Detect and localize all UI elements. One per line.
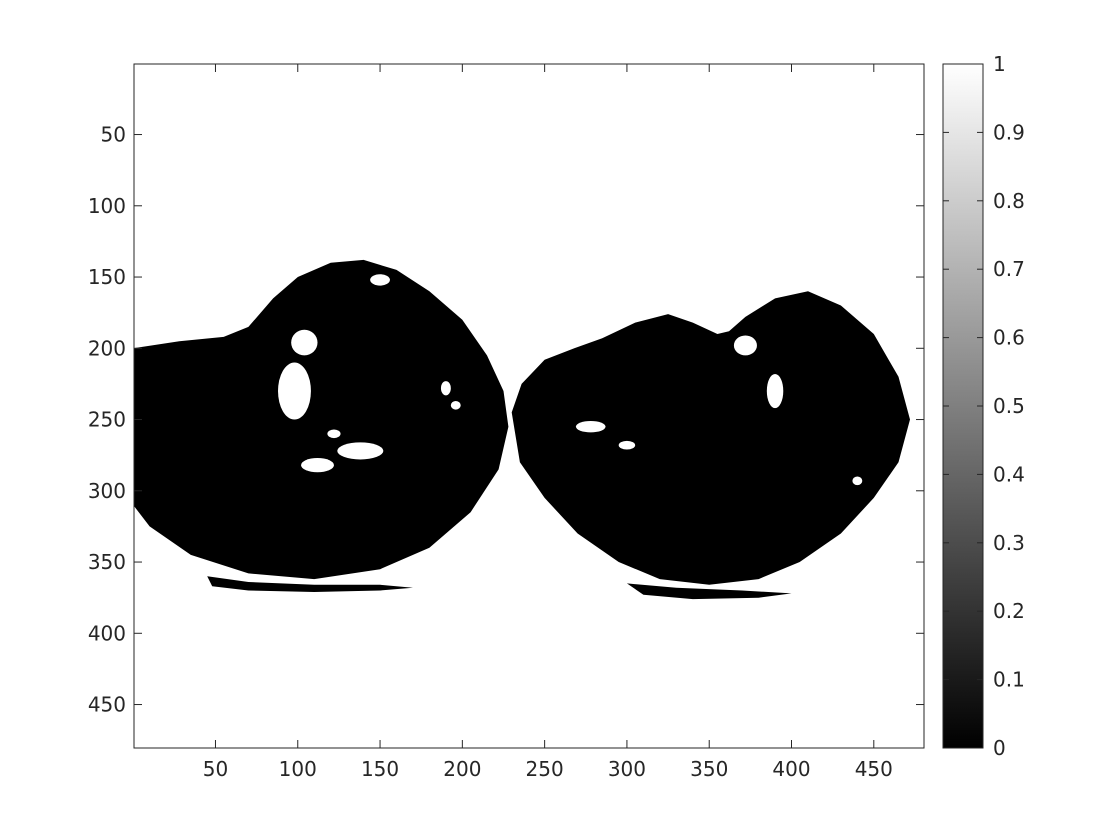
x-tick-label: 250 xyxy=(526,757,564,781)
image-layer xyxy=(134,64,924,748)
colorbar-tick-label: 0.9 xyxy=(993,120,1025,144)
right-lobe-hole xyxy=(733,335,757,356)
left-lobe-hole xyxy=(440,381,451,396)
left-lobe-hole xyxy=(278,362,311,420)
left-lobe-hole xyxy=(370,274,390,286)
y-tick-label: 100 xyxy=(88,194,126,218)
right-lobe-hole xyxy=(750,282,767,295)
right-lobe-hole xyxy=(766,373,784,409)
right-lobe-base xyxy=(626,583,792,600)
x-tick-label: 350 xyxy=(690,757,728,781)
colorbar-tick-label: 0.3 xyxy=(993,531,1025,555)
colorbar-tick-label: 0.2 xyxy=(993,599,1025,623)
left-lobe-hole xyxy=(337,442,384,460)
left-lobe-hole xyxy=(291,329,318,356)
colorbar-tick-label: 0.5 xyxy=(993,394,1025,418)
x-tick-label: 100 xyxy=(279,757,317,781)
colorbar-tick-label: 0 xyxy=(993,736,1006,760)
colorbar-tick-label: 0.4 xyxy=(993,462,1025,486)
left-lobe-hole xyxy=(450,401,461,410)
x-tick-label: 400 xyxy=(772,757,810,781)
left-lobe-hole xyxy=(301,458,334,473)
x-tick-label: 300 xyxy=(608,757,646,781)
left-lobe-base xyxy=(207,576,413,592)
colorbar-tick-label: 1 xyxy=(993,52,1006,76)
y-tick-label: 400 xyxy=(88,621,126,645)
colorbar-tick-label: 0.1 xyxy=(993,668,1025,692)
right-lobe-hole xyxy=(575,420,606,433)
x-tick-label: 150 xyxy=(361,757,399,781)
y-tick-label: 450 xyxy=(88,693,126,717)
y-tick-label: 250 xyxy=(88,408,126,432)
x-tick-label: 200 xyxy=(443,757,481,781)
axis-ticks: 50 100 150 200 250 300 350 400 450 50 100 150 200 250… xyxy=(88,64,924,781)
y-tick-label: 50 xyxy=(101,123,126,147)
left-lobe-hole xyxy=(327,429,341,439)
y-tick-label: 300 xyxy=(88,479,126,503)
y-tick-label: 150 xyxy=(88,265,126,289)
plot-frame xyxy=(133,63,925,749)
colorbar-tick-label: 0.8 xyxy=(993,189,1025,213)
right-lobe xyxy=(511,291,910,585)
colorbar-tick-label: 0.6 xyxy=(993,326,1025,350)
colorbar: 0 0.1 0.2 0.3 0.4 0.5 0.6 0.7 0.8 0.9 1 xyxy=(942,52,1025,760)
y-tick-label: 350 xyxy=(88,550,126,574)
right-lobe-hole xyxy=(852,476,863,486)
x-tick-label: 50 xyxy=(203,757,228,781)
left-lobe xyxy=(134,259,509,580)
colorbar-tick-label: 0.7 xyxy=(993,257,1025,281)
x-tick-label: 450 xyxy=(855,757,893,781)
y-tick-label: 200 xyxy=(88,336,126,360)
right-lobe-hole xyxy=(618,440,636,450)
